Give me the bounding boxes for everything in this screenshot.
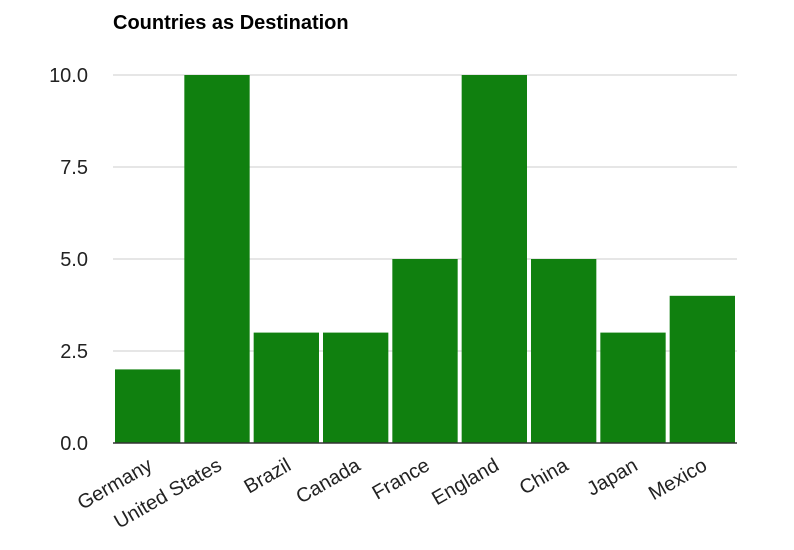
x-tick-label: Japan (583, 454, 641, 500)
y-tick-label: 2.5 (60, 341, 88, 363)
bar (531, 259, 597, 443)
bar (461, 75, 527, 443)
bar (323, 332, 389, 443)
x-tick-label: Canada (292, 454, 364, 509)
y-tick-label: 0.0 (60, 433, 88, 455)
bars (115, 75, 735, 443)
bar (600, 332, 666, 443)
y-tick-label: 7.5 (60, 157, 88, 179)
y-tick-label: 5.0 (60, 249, 88, 271)
chart-title: Countries as Destination (113, 12, 349, 34)
bar (115, 369, 181, 443)
y-tick-label: 10.0 (49, 65, 88, 87)
x-tick-label: Mexico (645, 454, 711, 505)
bar (184, 75, 250, 443)
bar (392, 259, 458, 443)
bar (253, 332, 319, 443)
x-tick-label: Brazil (241, 454, 295, 498)
x-tick-label: France (369, 454, 434, 504)
y-axis-ticks: 0.0 2.5 5.0 7.5 10.0 (49, 65, 88, 455)
x-tick-label: China (516, 454, 573, 500)
bar (669, 295, 735, 443)
x-tick-label: England (428, 454, 503, 510)
